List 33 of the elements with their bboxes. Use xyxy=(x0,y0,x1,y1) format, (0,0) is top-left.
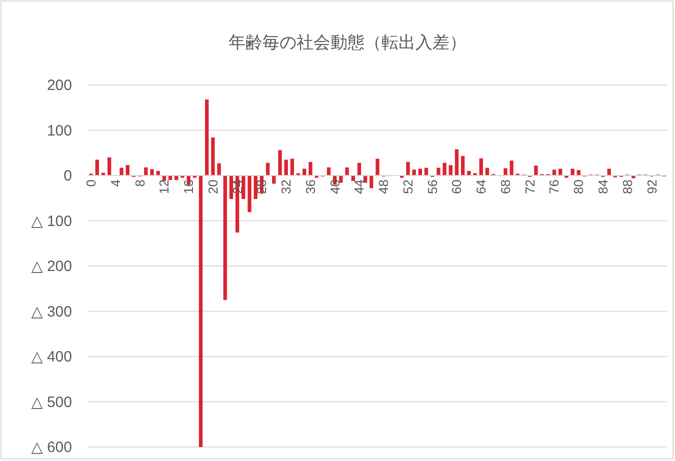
x-tick-label: 80 xyxy=(571,180,586,194)
x-tick-label: 28 xyxy=(254,180,270,194)
x-tick-label: 64 xyxy=(474,180,489,194)
x-tick-label: 60 xyxy=(449,180,464,194)
x-tick-label: 16 xyxy=(181,180,196,194)
x-tick-label: 84 xyxy=(596,180,611,194)
x-tick-label: 88 xyxy=(620,180,635,194)
x-tick-label: 0 xyxy=(84,180,99,187)
y-tick-label: △ 600 xyxy=(31,439,72,456)
y-tick-label: 100 xyxy=(46,122,72,140)
x-tick-label: 92 xyxy=(644,180,660,194)
y-tick-label: 200 xyxy=(46,77,72,94)
x-tick-label: 20 xyxy=(205,180,220,194)
x-tick-label: 44 xyxy=(352,180,367,194)
x-tick-label: 68 xyxy=(498,180,513,194)
y-tick-label: △ 300 xyxy=(31,303,72,320)
x-tick-label: 40 xyxy=(327,180,342,194)
x-tick-label: 52 xyxy=(400,180,416,194)
x-tick-label: 8 xyxy=(132,180,148,187)
y-tick-label: △ 400 xyxy=(31,348,72,366)
y-tick-label: △ 500 xyxy=(31,394,72,411)
x-tick-label: 76 xyxy=(546,180,562,194)
y-tick-label: △ 100 xyxy=(31,212,72,230)
x-tick-label: 36 xyxy=(302,180,318,194)
x-tick-label: 32 xyxy=(278,180,294,194)
x-tick-label: 72 xyxy=(522,180,538,194)
x-tick-label: 24 xyxy=(230,180,245,194)
chart-title: 年齢毎の社会動態（転出入差） xyxy=(228,33,466,52)
x-tick-label: 12 xyxy=(156,180,172,194)
y-tick-label: △ 200 xyxy=(31,258,72,275)
x-tick-label: 48 xyxy=(376,180,392,194)
x-tick-label: 56 xyxy=(424,180,440,194)
x-tick-label: 4 xyxy=(108,180,123,187)
